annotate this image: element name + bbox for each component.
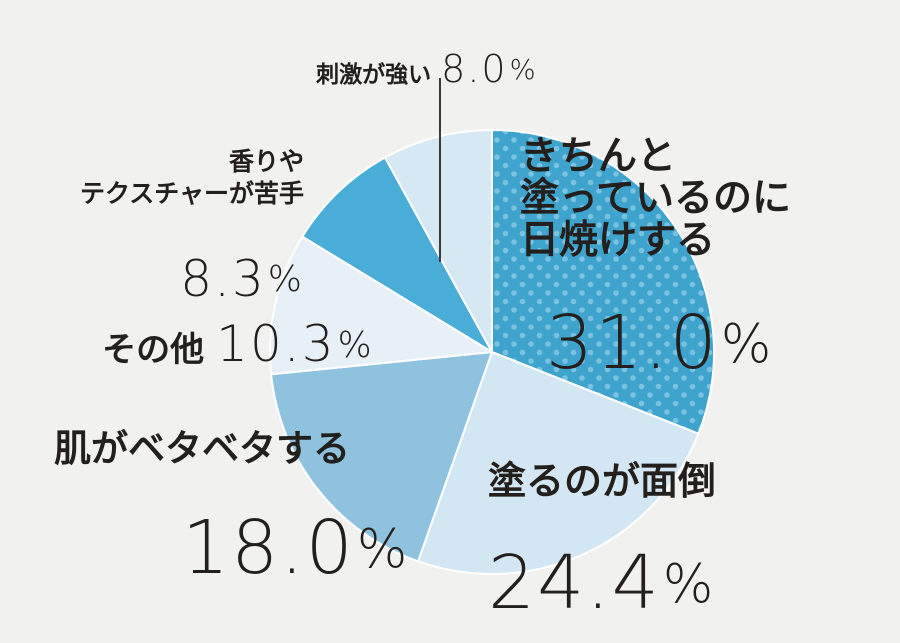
category-label: その他 <box>102 329 205 370</box>
value-label: 31.0% <box>546 302 791 385</box>
slice-label: 刺激が強い 8.0% <box>306 30 538 91</box>
value-number: 24.4 <box>488 540 661 627</box>
unit-label: % <box>356 517 410 580</box>
unit-label: % <box>720 312 774 375</box>
category-label: 肌がベタベタする <box>54 426 350 470</box>
category-label: 香りや テクスチャーが苦手 <box>80 146 305 209</box>
value-label: 10.3% <box>216 315 374 373</box>
value-label: 8.3% <box>80 251 304 307</box>
pie-slice-4 <box>300 156 495 355</box>
slice-label: その他 10.3% <box>92 298 374 372</box>
pie-slice-3 <box>269 235 496 376</box>
value-label: 24.4% <box>488 542 716 625</box>
value-number: 8.3 <box>180 249 266 308</box>
unit-label: % <box>509 54 538 86</box>
category-label: きちんと 塗っているのに 日焼けする <box>520 133 792 264</box>
pie-chart <box>269 78 715 575</box>
category-label: 刺激が強い <box>316 61 432 88</box>
value-number: 8.0 <box>441 46 508 91</box>
slice-label: 塗るのが面倒 24.4% <box>488 424 716 643</box>
slice-label: 肌がベタベタする 18.0% <box>54 392 409 608</box>
unit-label: % <box>337 324 374 366</box>
value-number: 31.0 <box>546 299 719 386</box>
unit-label: % <box>267 259 305 301</box>
slice-label: きちんと 塗っているのに 日焼けする 31.0% <box>520 100 791 403</box>
pie-slice-0 <box>491 128 715 436</box>
pie-slice-2 <box>270 350 494 563</box>
value-label: 18.0% <box>182 507 409 590</box>
pie-slice-1 <box>416 350 700 575</box>
pie-slice-5 <box>383 128 493 353</box>
pie-slices <box>269 128 715 575</box>
value-number: 10.3 <box>216 314 336 373</box>
unit-label: % <box>662 552 716 615</box>
value-number: 18.0 <box>182 505 355 592</box>
value-label: 8.0% <box>441 47 537 91</box>
slice-label: 香りや テクスチャーが苦手 8.3% <box>80 110 304 325</box>
category-label: 塗るのが面倒 <box>488 458 717 503</box>
